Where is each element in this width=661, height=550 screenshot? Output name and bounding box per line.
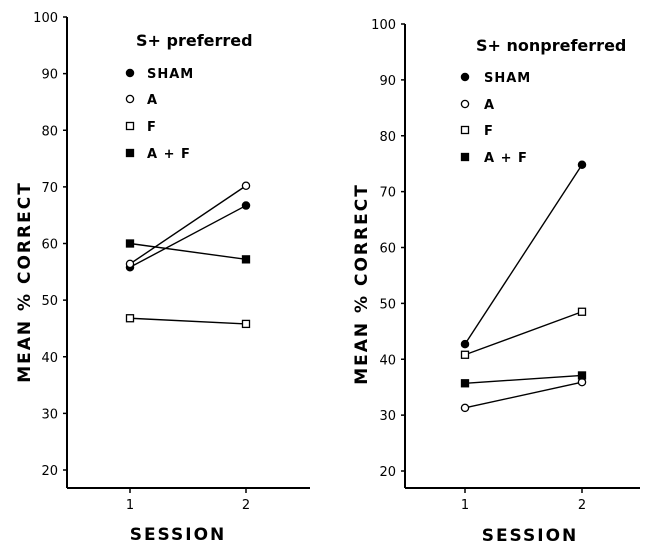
y-tick-label: 30 [379, 409, 396, 424]
legend-marker-a-f [460, 152, 470, 162]
legend-marker-f [460, 125, 470, 135]
y-tick-label: 50 [379, 297, 396, 312]
y-axis-title: MEAN % CORRECT [352, 183, 372, 385]
data-point-a-f [577, 371, 587, 380]
series-line-f [464, 311, 583, 356]
series-line-f [129, 317, 247, 325]
data-point-a [125, 259, 135, 269]
series-line-sham [464, 164, 583, 345]
x-axis-title: SESSION [482, 526, 579, 546]
data-point-a [577, 377, 587, 387]
x-tick-label: 2 [578, 498, 586, 513]
series-line-a [464, 381, 583, 409]
legend-marker-a [125, 94, 135, 104]
y-tick-label: 40 [41, 351, 58, 366]
legend-label-sham: SHAM [484, 71, 531, 86]
legend-marker-sham [460, 72, 470, 82]
series-line-sham [129, 204, 247, 268]
y-tick-label: 20 [41, 464, 58, 479]
y-tick-label: 50 [41, 294, 58, 309]
y-tick-label: 60 [41, 238, 58, 253]
legend-label-a: A [484, 98, 495, 113]
y-tick-label: 100 [371, 18, 396, 33]
y-tick-label: 80 [41, 124, 58, 139]
series-line-a-f [129, 242, 247, 261]
panel-title: S+ preferred [136, 31, 253, 50]
legend: SHAM AF A + F [125, 67, 194, 162]
legend-label-f: F [147, 120, 157, 135]
y-tick-label: 100 [33, 11, 58, 26]
y-tick-label: 90 [379, 74, 396, 89]
y-tick-label: 20 [379, 465, 396, 480]
series-line-a-f [464, 374, 583, 384]
data-point-a [460, 403, 470, 413]
legend-marker-a [460, 99, 470, 109]
data-point-f [241, 319, 251, 329]
x-tick-label: 1 [126, 498, 134, 513]
legend-label-a-f: A + F [484, 151, 528, 166]
data-point-a-f [460, 379, 470, 388]
legend: SHAM AF A + F [460, 71, 531, 166]
chart-panel-s-plus-preferred: S+ preferred MEAN % CORRECT SESSION 20 30… [15, 11, 310, 545]
y-tick-label: 70 [41, 181, 58, 196]
data-point-a-f [241, 255, 251, 264]
data-point-a-f [125, 239, 135, 248]
plot-area [125, 181, 251, 329]
x-tick-label: 1 [461, 498, 469, 513]
plot-area [460, 160, 587, 413]
x-axis-title: SESSION [130, 525, 227, 545]
data-point-sham [241, 201, 251, 210]
data-point-f [125, 314, 135, 323]
axes: 20 30 40 50 60 70 80 90 100 1 2 [33, 11, 310, 513]
data-point-sham [460, 339, 470, 349]
series-line-a [129, 185, 247, 265]
legend-label-a: A [147, 93, 158, 108]
y-tick-label: 40 [379, 353, 396, 368]
y-tick-label: 60 [379, 242, 396, 257]
y-tick-label: 80 [379, 130, 396, 145]
y-tick-label: 70 [379, 186, 396, 201]
legend-marker-a-f [125, 148, 135, 158]
axes: 20 30 40 50 60 70 80 90 100 1 2 [371, 18, 640, 513]
panel-title: S+ nonpreferred [476, 36, 626, 55]
data-point-sham [577, 160, 587, 170]
y-tick-label: 30 [41, 407, 58, 422]
data-point-f [460, 350, 470, 359]
legend-marker-f [125, 121, 135, 131]
data-point-f [577, 307, 587, 316]
legend-label-a-f: A + F [147, 147, 191, 162]
chart-panel-s-plus-nonpreferred: S+ nonpreferred MEAN % CORRECT SESSION 2… [352, 18, 640, 546]
legend-label-f: F [484, 124, 494, 139]
data-point-a [241, 181, 251, 190]
legend-label-sham: SHAM [147, 67, 194, 82]
legend-marker-sham [125, 68, 135, 78]
y-axis-title: MEAN % CORRECT [15, 181, 35, 383]
y-tick-label: 90 [41, 68, 58, 83]
x-tick-label: 2 [242, 498, 250, 513]
